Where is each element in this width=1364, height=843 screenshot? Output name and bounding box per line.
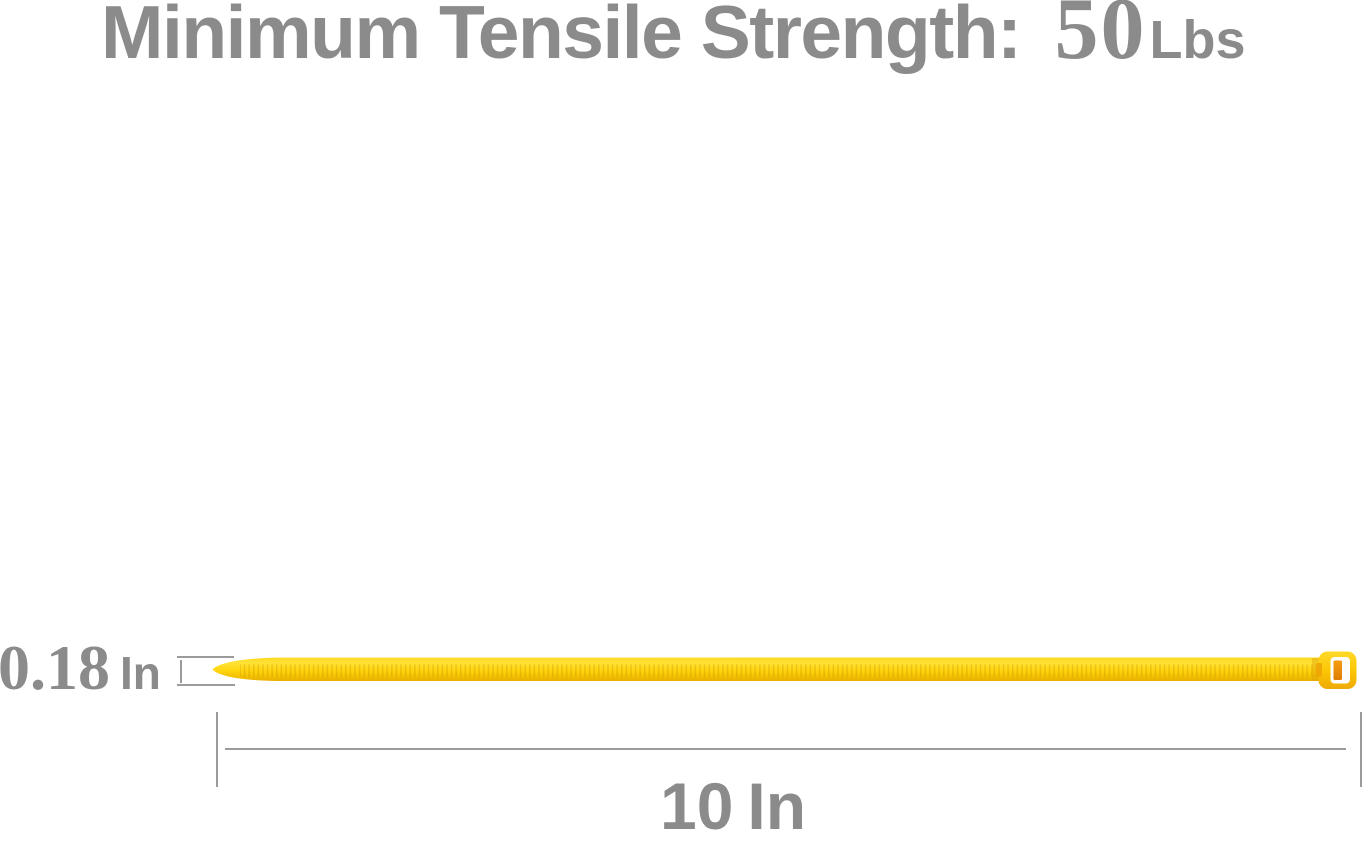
width-bracket-top-line bbox=[177, 656, 234, 658]
title-value-unit: Lbs bbox=[1149, 10, 1246, 70]
title-text: Minimum Tensile Strength: bbox=[101, 0, 1022, 74]
length-dimension-tick-left bbox=[216, 712, 218, 787]
length-dimension-tick-right bbox=[1360, 712, 1362, 787]
width-value: 0.18 bbox=[0, 632, 110, 703]
title-value-number: 50 bbox=[1054, 0, 1147, 78]
tie-head-notch bbox=[1316, 663, 1322, 677]
tie-head-pawl bbox=[1333, 660, 1342, 680]
page-title: Minimum Tensile Strength: 50 Lbs bbox=[101, 0, 1246, 74]
length-dimension-line bbox=[225, 748, 1346, 750]
width-bracket-bottom-line bbox=[177, 684, 235, 686]
cable-tie-figure bbox=[212, 651, 1357, 689]
length-value: 10 bbox=[660, 769, 734, 843]
width-unit: In bbox=[120, 647, 161, 699]
width-bracket-tick bbox=[180, 660, 182, 683]
width-dimension-label: 0.18 In bbox=[0, 636, 161, 700]
length-unit: In bbox=[747, 769, 807, 843]
length-dimension-label: 10 In bbox=[660, 773, 806, 839]
tie-strap-teeth bbox=[240, 664, 1322, 678]
